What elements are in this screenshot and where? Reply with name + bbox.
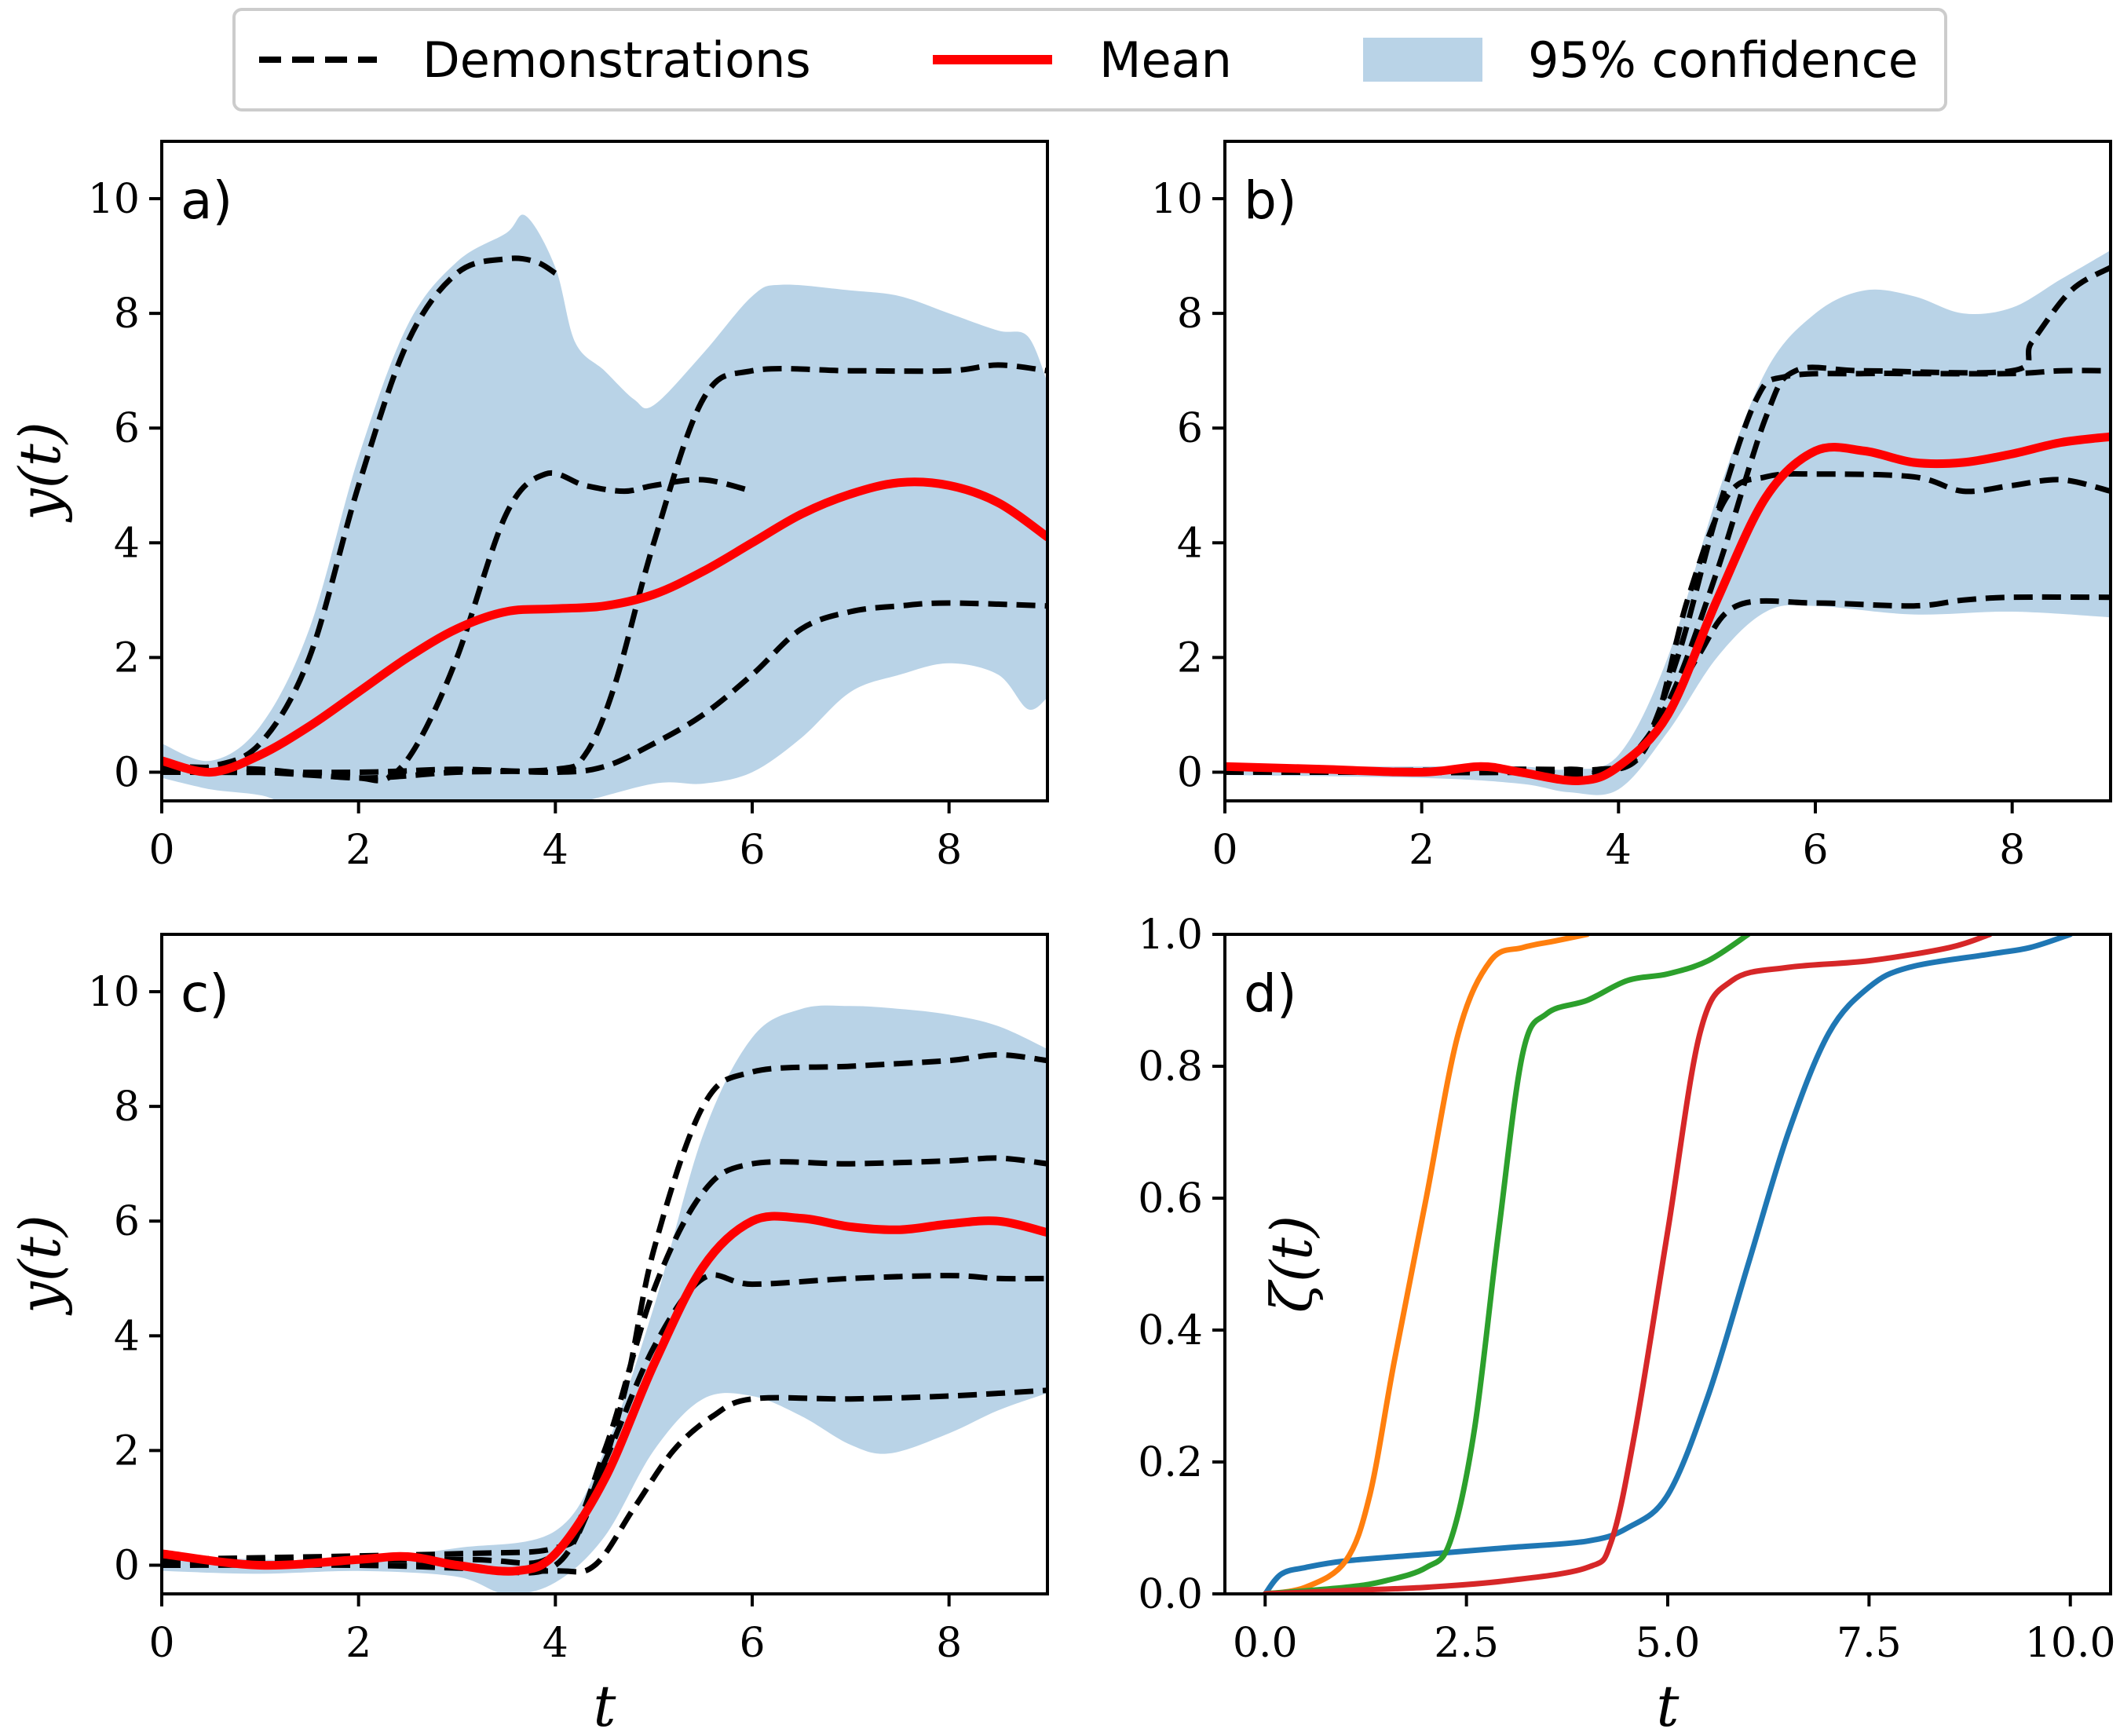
demonstration-line-a-1 xyxy=(162,255,557,773)
axes-frame-b xyxy=(1223,140,2112,802)
y-tick-label-c-1: 2 xyxy=(114,1427,140,1475)
mean-line-b xyxy=(1225,432,2111,785)
demonstration-line-b-2 xyxy=(1225,367,2111,775)
plot-area-c xyxy=(162,1005,1047,1594)
demonstration-line-c-2 xyxy=(162,1155,1047,1566)
x-tick-label-b-3: 6 xyxy=(1802,827,1828,874)
x-tick-label-a-2: 4 xyxy=(543,827,568,874)
x-tick-label-b-4: 8 xyxy=(1999,827,2025,874)
plot-area-b xyxy=(1225,250,2111,795)
y-axis-label-c: y(t) xyxy=(7,1215,73,1316)
panel-label-c: c) xyxy=(181,963,229,1024)
y-tick-label-d-4: 0.8 xyxy=(1138,1043,1203,1091)
y-tick-label-a-3: 6 xyxy=(114,405,140,452)
y-axis-label-d: ζ(t) xyxy=(1259,1215,1325,1313)
demonstration-line-c-1 xyxy=(162,1051,1047,1562)
x-tick-label-d-2: 5.0 xyxy=(1636,1620,1701,1667)
y-tick-label-c-3: 6 xyxy=(114,1198,140,1245)
panel-c: 0 2 4 6 8 0 2 4 6 8 10 c) y(t) t xyxy=(7,933,1049,1736)
y-tick-label-c-2: 4 xyxy=(114,1313,140,1360)
y-tick-label-d-1: 0.2 xyxy=(1138,1439,1203,1486)
x-tick-label-c-3: 6 xyxy=(739,1620,765,1667)
y-tick-label-a-0: 0 xyxy=(114,749,140,796)
x-tick-label-c-1: 2 xyxy=(345,1620,371,1667)
demonstration-line-a-3 xyxy=(162,362,1047,781)
x-tick-label-d-0: 0.0 xyxy=(1233,1620,1298,1667)
x-tick-label-d-4: 10.0 xyxy=(2025,1620,2116,1667)
x-tick-label-b-2: 4 xyxy=(1606,827,1632,874)
x-axis-label-d: t xyxy=(1657,1673,1680,1736)
legend-mean-label: Mean xyxy=(1099,31,1232,89)
confidence-band-a xyxy=(162,214,1047,801)
y-tick-label-b-4: 8 xyxy=(1177,291,1203,338)
x-tick-label-b-1: 2 xyxy=(1409,827,1435,874)
panel-b: 0 2 4 6 8 0 2 4 6 8 10 b) xyxy=(1151,140,2112,874)
series-line-blue xyxy=(1262,934,2074,1594)
y-tick-label-b-5: 10 xyxy=(1151,176,1203,223)
panel-label-b: b) xyxy=(1244,170,1297,231)
y-tick-label-a-4: 8 xyxy=(114,291,140,338)
y-tick-label-c-0: 0 xyxy=(114,1542,140,1589)
y-tick-label-c-4: 8 xyxy=(114,1084,140,1131)
legend-confidence-swatch xyxy=(1363,38,1482,82)
y-tick-label-a-1: 2 xyxy=(114,634,140,682)
legend-demonstrations-label: Demonstrations xyxy=(422,31,811,89)
series-line-green xyxy=(1262,934,1751,1594)
x-tick-label-c-4: 8 xyxy=(936,1620,962,1667)
y-tick-label-a-5: 10 xyxy=(88,176,140,223)
x-axis-label-c: t xyxy=(594,1673,617,1736)
confidence-band-b xyxy=(1225,250,2111,795)
series-line-red xyxy=(1262,934,1993,1594)
plot-area-a xyxy=(162,214,1047,801)
x-tick-label-d-1: 2.5 xyxy=(1434,1620,1499,1667)
x-tick-label-a-3: 6 xyxy=(739,827,765,874)
y-tick-label-b-2: 4 xyxy=(1177,520,1203,567)
x-tick-label-c-2: 4 xyxy=(543,1620,568,1667)
mean-line-c xyxy=(162,1212,1047,1576)
series-line-orange xyxy=(1262,934,1590,1594)
y-tick-label-b-0: 0 xyxy=(1177,749,1203,796)
confidence-band-c xyxy=(162,1005,1047,1594)
x-tick-label-a-1: 2 xyxy=(345,827,371,874)
x-tick-label-d-3: 7.5 xyxy=(1837,1620,1902,1667)
axes-frame-a xyxy=(160,140,1049,802)
legend-confidence-label: 95% confidence xyxy=(1528,31,1918,89)
x-tick-label-a-0: 0 xyxy=(148,827,174,874)
y-tick-label-b-1: 2 xyxy=(1177,634,1203,682)
panel-label-d: d) xyxy=(1244,963,1297,1024)
y-tick-label-a-2: 4 xyxy=(114,520,140,567)
legend: Demonstrations Mean 95% confidence xyxy=(232,8,1947,111)
y-tick-label-d-3: 0.6 xyxy=(1138,1175,1203,1223)
y-tick-label-c-5: 10 xyxy=(88,969,140,1016)
demonstration-line-c-3 xyxy=(162,1272,1047,1576)
x-tick-label-c-0: 0 xyxy=(148,1620,174,1667)
y-tick-label-d-0: 0.0 xyxy=(1138,1571,1203,1618)
y-tick-label-b-3: 6 xyxy=(1177,405,1203,452)
panel-d: 0.0 2.5 5.0 7.5 10.0 0.0 0.2 0.4 0.6 0.8 1.0 d) ζ(t)… xyxy=(1138,912,2115,1736)
x-tick-label-b-0: 0 xyxy=(1212,827,1237,874)
panel-a: 0 2 4 6 8 0 2 4 6 8 10 a) y(t) xyxy=(7,140,1049,874)
demonstration-line-c-4 xyxy=(162,1387,1047,1575)
x-tick-label-a-4: 8 xyxy=(936,827,962,874)
mean-line-a xyxy=(162,477,1047,777)
y-axis-label-a: y(t) xyxy=(7,422,73,523)
y-tick-label-d-5: 1.0 xyxy=(1138,912,1203,959)
demonstration-line-b-4 xyxy=(1225,594,2111,777)
panel-label-a: a) xyxy=(181,170,232,231)
plot-area-d xyxy=(1262,934,2074,1594)
axes-frame-c xyxy=(160,933,1049,1595)
y-tick-label-d-2: 0.4 xyxy=(1138,1307,1203,1354)
legend-frame xyxy=(232,8,1947,111)
